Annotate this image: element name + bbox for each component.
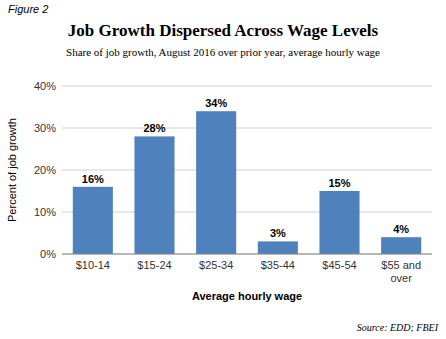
figure-label: Figure 2	[8, 3, 48, 15]
data-label: 16%	[82, 173, 104, 185]
grid-line	[62, 170, 432, 171]
data-label: 15%	[328, 177, 350, 189]
grid-line	[62, 254, 432, 255]
y-tick-label: 30%	[34, 122, 56, 134]
chart: Figure 2 Job Growth Dispersed Across Wage…	[0, 0, 446, 339]
y-tick-label: 10%	[34, 206, 56, 218]
x-axis	[62, 254, 432, 255]
bar	[319, 191, 359, 254]
y-axis-label: Percent of job growth	[6, 118, 18, 222]
y-tick-label: 20%	[34, 164, 56, 176]
x-tick-label: $45-54	[322, 259, 356, 271]
bar	[134, 136, 174, 254]
x-tick-label: $55 andover	[381, 259, 421, 284]
subtitle: Share of job growth, August 2016 over pr…	[66, 46, 380, 58]
x-tick-label: $25-34	[199, 259, 233, 271]
grid-line	[62, 86, 432, 87]
source: Source: EDD; FBEI	[357, 322, 439, 333]
x-axis-label: Average hourly wage	[192, 290, 302, 302]
data-label: 3%	[270, 227, 286, 239]
y-tick-label: 0%	[40, 248, 56, 260]
bars	[73, 111, 421, 254]
data-label: 4%	[393, 223, 409, 235]
x-tick-label: $10-14	[76, 259, 110, 271]
grid-line	[62, 128, 432, 129]
title: Job Growth Dispersed Across Wage Levels	[68, 21, 379, 40]
x-tick-label: $15-24	[137, 259, 171, 271]
bar	[258, 241, 298, 254]
data-label: 28%	[143, 122, 165, 134]
x-tick-label: $35-44	[261, 259, 295, 271]
y-tick-label: 40%	[34, 80, 56, 92]
grid-line	[62, 212, 432, 213]
data-label: 34%	[205, 97, 227, 109]
grid	[62, 86, 432, 254]
bar	[73, 187, 113, 254]
bar	[381, 237, 421, 254]
bar	[196, 111, 236, 254]
